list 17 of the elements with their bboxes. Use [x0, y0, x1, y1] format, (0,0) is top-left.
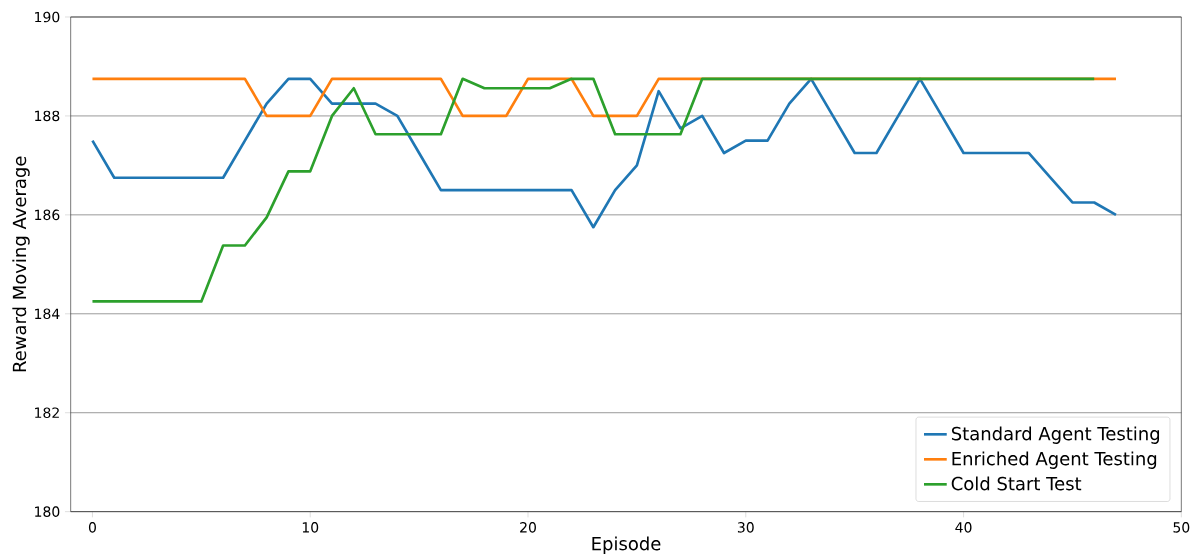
- x-tick-label: 0: [88, 522, 96, 533]
- x-axis-title: Episode: [592, 536, 661, 554]
- y-tick-label: 186: [35, 209, 60, 221]
- x-tick-label: 50: [1173, 522, 1190, 533]
- y-tick-label: 182: [35, 407, 59, 418]
- y-axis-title: Reward Moving Average: [12, 156, 30, 372]
- legend-label: Cold Start Test: [951, 476, 1082, 491]
- x-tick-label: 20: [520, 522, 536, 533]
- legend-label: Enriched Agent Testing: [952, 451, 1157, 469]
- y-tick-label: 184: [35, 308, 60, 320]
- y-tick-label: 190: [35, 11, 60, 23]
- legend-label: Standard Agent Testing: [951, 426, 1160, 444]
- y-tick-label: 188: [35, 110, 60, 122]
- x-tick-label: 10: [302, 522, 319, 533]
- x-tick-label: 30: [737, 522, 754, 533]
- x-tick-label: 40: [955, 522, 972, 533]
- y-tick-label: 180: [35, 506, 60, 517]
